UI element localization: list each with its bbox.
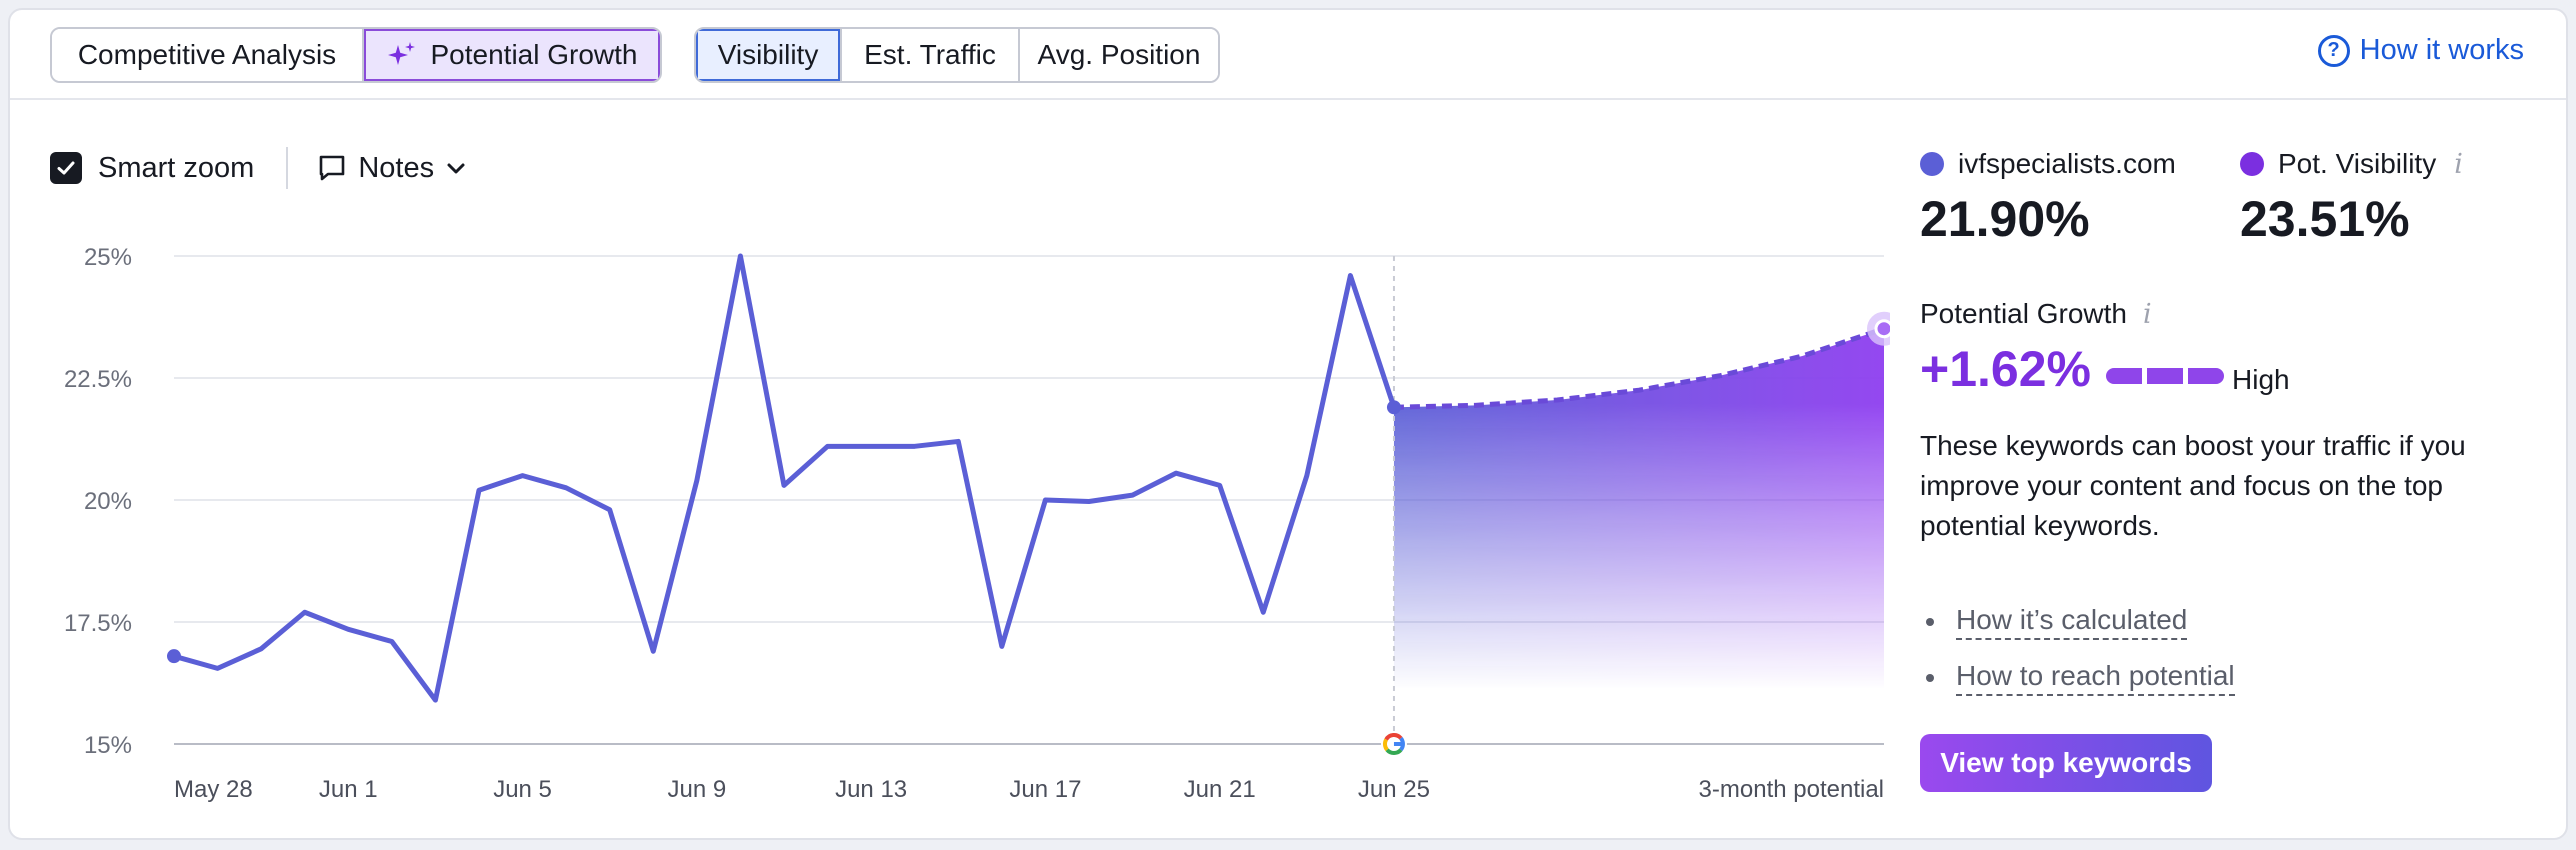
series-line [171, 253, 1397, 703]
google-icon [1380, 731, 1407, 757]
how-it-works-link[interactable]: ? How it works [2317, 34, 2524, 67]
x-axis: May 28 Jun 1 Jun 5 Jun 9 Jun 13 Jun 17 Jun 21 J… [174, 731, 1884, 803]
potential-description: These keywords can boost your traffic if… [1920, 430, 2466, 541]
forecast-line [1393, 326, 1885, 410]
smart-zoom-checkbox[interactable] [50, 152, 82, 184]
help-links: How it’s calculated How to reach potenti… [1920, 594, 2235, 706]
how-calculated-link[interactable]: How it’s calculated [1956, 604, 2188, 640]
forecast-end-point [1874, 319, 1890, 339]
list-item: How to reach potential [1920, 650, 2235, 706]
level-segment [2188, 368, 2224, 384]
info-icon[interactable]: i [2454, 148, 2463, 180]
metric-avg-position-button[interactable]: Avg. Position [1020, 29, 1218, 81]
google-icon-arc [1382, 738, 1389, 752]
view-mode-toggle: Competitive Analysis Potential Growth [50, 27, 662, 83]
bullet [1926, 618, 1934, 626]
sparkle-icon [387, 42, 415, 65]
visibility-chart: 25% 22.5% 20% 17.5% 15% May 28 Jun 1 Jun 5 Jun … [64, 244, 1890, 803]
y-tick-label: 20% [84, 488, 132, 515]
level-segment [2106, 368, 2142, 384]
potential-growth-heading: Potential Growth i [1920, 298, 2152, 330]
google-icon-arc [1385, 748, 1403, 755]
potential-visibility-value: 23.51% [2240, 191, 2410, 247]
metric-avg-position-label: Avg. Position [1037, 39, 1201, 70]
x-tick-label: May 28 [174, 776, 253, 803]
tab-potential-growth-label: Potential Growth [430, 39, 638, 70]
tab-competitive-analysis[interactable]: Competitive Analysis [52, 29, 364, 81]
line-layer [167, 253, 1401, 703]
y-tick-label: 17.5% [64, 610, 132, 637]
chart-controls: Smart zoom Notes [50, 140, 468, 196]
metric-visibility-label: Visibility [717, 39, 819, 70]
question-circle-icon: ? [2317, 34, 2350, 67]
x-tick-label: Jun 13 [835, 776, 907, 803]
metric-est-traffic-label: Est. Traffic [864, 39, 996, 70]
bullet [1926, 674, 1934, 682]
y-tick-label: 25% [84, 244, 132, 271]
top-bar: Competitive Analysis Potential Growth Vi… [10, 10, 2566, 100]
how-to-reach-link[interactable]: How to reach potential [1956, 660, 2235, 696]
forecast-layer [1392, 256, 1890, 744]
x-tick-label: Jun 21 [1184, 776, 1256, 803]
y-tick-label: 22.5% [64, 366, 132, 393]
tab-potential-growth[interactable]: Potential Growth [364, 29, 660, 81]
level-segment [2147, 368, 2183, 384]
series-end-point [1386, 400, 1401, 415]
metric-visibility-button[interactable]: Visibility [696, 29, 842, 81]
potential-level-label: High [2232, 364, 2290, 395]
x-tick-label: Jun 5 [493, 776, 552, 803]
google-icon-arc [1384, 733, 1403, 741]
domain-visibility-value: 21.90% [1920, 191, 2090, 247]
x-tick-label: Jun 17 [1009, 776, 1081, 803]
potential-growth-label: Potential Growth [1920, 298, 2127, 329]
series-start-point [167, 649, 181, 664]
forecast-area [1393, 328, 1884, 744]
chevron-down-icon [447, 163, 465, 174]
x-tick-label: Jun 9 [667, 776, 726, 803]
potential-growth-value: +1.62% [1920, 341, 2091, 397]
smart-zoom-label: Smart zoom [98, 151, 255, 184]
metric-selector: Visibility Est. Traffic Avg. Position [694, 27, 1220, 83]
notes-label: Notes [358, 151, 435, 184]
legend-potential-name: Pot. Visibility [2278, 148, 2437, 179]
how-it-works-label: How it works [2359, 34, 2524, 66]
legend-domain-dot [1920, 152, 1944, 176]
potential-level-bar [2106, 368, 2224, 384]
x-tick-label: Jun 25 [1358, 776, 1430, 803]
y-tick-label: 15% [84, 732, 132, 759]
metric-est-traffic-button[interactable]: Est. Traffic [842, 29, 1020, 81]
legend-potential-dot [2240, 152, 2264, 176]
comment-icon [320, 155, 345, 181]
controls-divider [286, 147, 289, 189]
check-icon [57, 161, 75, 175]
list-item: How it’s calculated [1920, 594, 2235, 650]
legend-item-domain: ivfspecialists.com [1920, 148, 2176, 180]
view-top-keywords-button[interactable]: View top keywords [1920, 734, 2212, 792]
tab-competitive-analysis-label: Competitive Analysis [77, 39, 337, 70]
legend-item-potential: Pot. Visibility i [2240, 148, 2463, 180]
notes-dropdown[interactable]: Notes [316, 152, 468, 185]
x-tick-label: Jun 1 [319, 776, 378, 803]
legend-domain-name: ivfspecialists.com [1958, 148, 2176, 179]
forecast-label: 3-month potential [1699, 776, 1884, 803]
info-icon[interactable]: i [2143, 298, 2152, 330]
visibility-card: Competitive Analysis Potential Growth Vi… [8, 8, 2568, 840]
